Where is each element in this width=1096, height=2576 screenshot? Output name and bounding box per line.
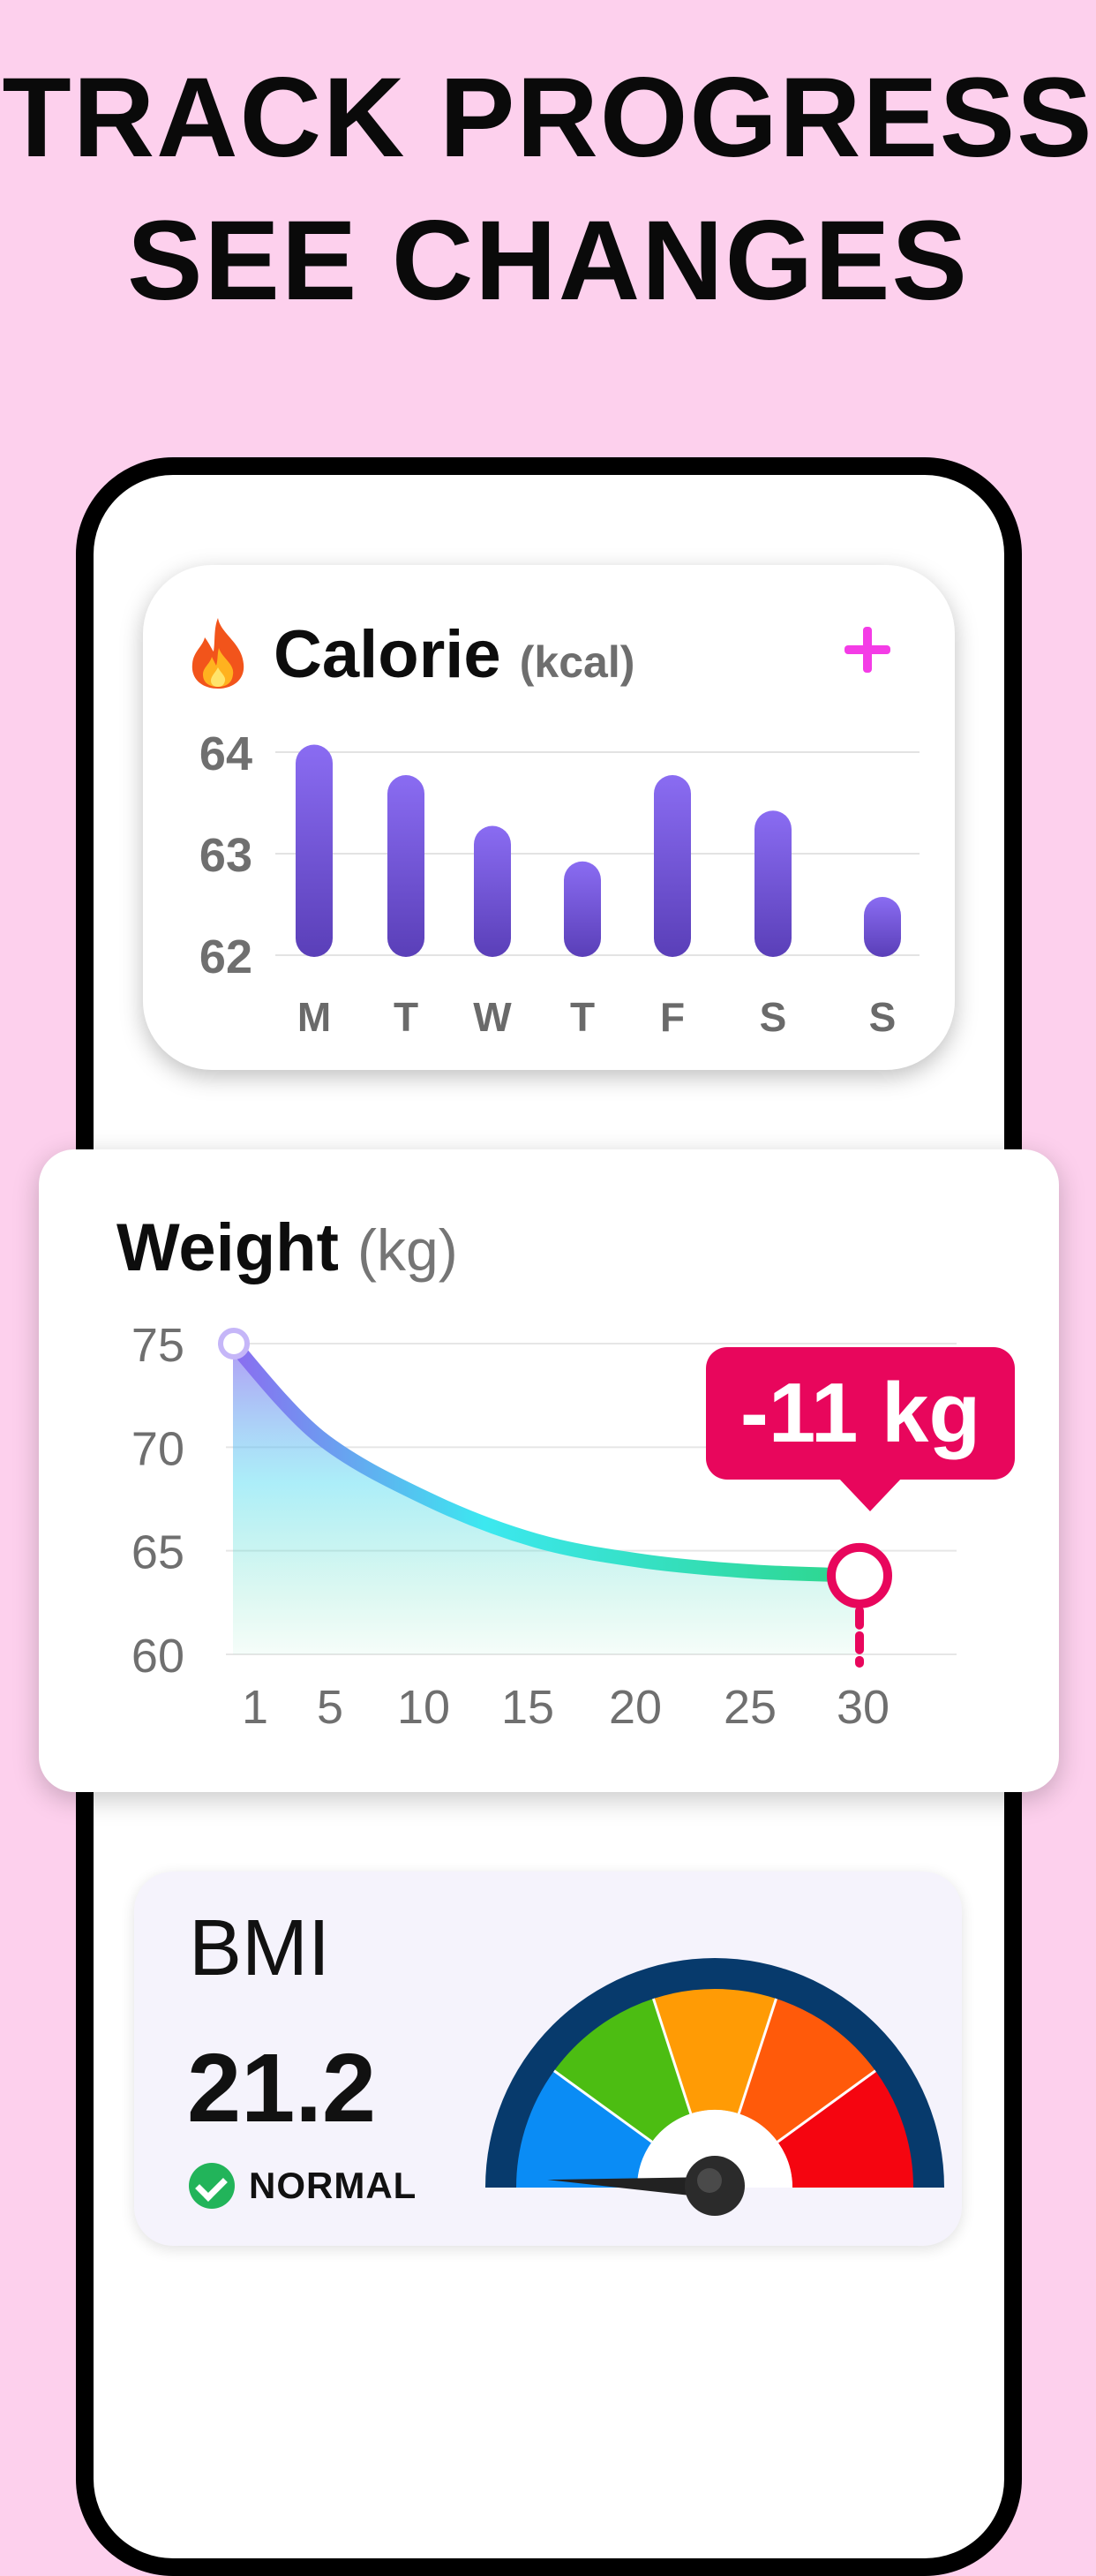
weight-x-tick: 1 <box>242 1681 268 1734</box>
weight-title-text: Weight <box>116 1210 339 1285</box>
weight-change-badge: -11 kg <box>706 1347 1015 1511</box>
weight-x-tick: 30 <box>837 1681 890 1734</box>
gauge-hub-area <box>637 2110 792 2188</box>
calorie-bar <box>654 775 691 957</box>
weight-start-marker <box>218 1328 250 1360</box>
bmi-value: 21.2 <box>187 2034 377 2143</box>
headline-line-2: SEE CHANGES <box>127 198 969 324</box>
weight-y-tick: 75 <box>131 1319 184 1372</box>
calorie-x-tick: S <box>869 994 897 1040</box>
bmi-gauge <box>485 1958 944 2216</box>
weight-area <box>233 1344 860 1654</box>
calorie-title-text: Calorie <box>274 617 501 692</box>
gauge-separator <box>737 1998 777 2114</box>
weight-end-marker <box>827 1542 892 1608</box>
weight-x-tick: 10 <box>397 1681 450 1734</box>
calorie-unit: (kcal) <box>519 637 635 687</box>
fire-icon <box>191 618 244 689</box>
bmi-status-text: NORMAL <box>249 2165 417 2206</box>
calorie-title: Calorie (kcal) <box>274 616 634 693</box>
bmi-card[interactable]: BMI 21.2 NORMAL <box>134 1872 962 2246</box>
gauge-needle-hub-highlight <box>697 2168 722 2193</box>
gauge-separator <box>652 1998 693 2114</box>
calorie-bar <box>564 861 601 957</box>
calorie-x-tick: M <box>297 994 331 1040</box>
gauge-segment <box>653 1989 777 2114</box>
weight-title: Weight (kg) <box>116 1209 458 1286</box>
calorie-bar <box>474 825 511 957</box>
calorie-bar <box>296 744 333 957</box>
calorie-y-tick: 62 <box>199 930 252 983</box>
calorie-x-tick: W <box>473 994 512 1040</box>
gauge-segment <box>553 1999 691 2143</box>
weight-area-chart: 75 70 65 60 1 5 10 15 20 25 30 <box>131 1319 957 1734</box>
weight-card[interactable]: Weight (kg) 75 70 65 60 1 5 10 15 20 25 30 -11 kg <box>39 1149 1059 1792</box>
gauge-segment <box>739 1999 876 2143</box>
weight-x-tick: 15 <box>501 1681 554 1734</box>
gauge-segment <box>516 2070 652 2188</box>
bmi-status: NORMAL <box>189 2161 417 2211</box>
calorie-bar <box>754 810 792 957</box>
headline-line-1: TRACK PROGRESS <box>2 55 1094 181</box>
calorie-x-tick: T <box>394 994 418 1040</box>
gauge-segment <box>777 2070 913 2188</box>
calorie-y-tick: 63 <box>199 829 252 882</box>
weight-x-tick: 5 <box>317 1681 343 1734</box>
weight-unit: (kg) <box>357 1217 458 1283</box>
calorie-bar-chart: 64 63 62 M T W T F S S <box>199 727 920 1040</box>
plus-icon[interactable] <box>840 623 893 676</box>
weight-y-tick: 60 <box>131 1630 184 1683</box>
calorie-x-tick: S <box>760 994 787 1040</box>
calorie-x-tick: F <box>660 994 685 1040</box>
calorie-x-tick: T <box>570 994 595 1040</box>
gauge-separator <box>777 2069 876 2143</box>
gauge-needle <box>547 2177 716 2198</box>
weight-line <box>226 1337 867 1583</box>
weight-y-tick: 65 <box>131 1526 184 1579</box>
weight-x-tick: 20 <box>609 1681 662 1734</box>
calorie-bar <box>387 775 424 957</box>
check-badge-icon <box>189 2163 235 2209</box>
calorie-card[interactable]: Calorie (kcal) 64 63 62 M T W T F S S <box>143 565 955 1070</box>
calorie-bar <box>864 897 901 957</box>
weight-x-tick: 25 <box>724 1681 777 1734</box>
gauge-separator <box>553 2069 653 2143</box>
weight-y-tick: 70 <box>131 1422 184 1475</box>
bmi-title: BMI <box>189 1904 331 1992</box>
calorie-y-tick: 64 <box>199 727 252 780</box>
gauge-outer-band <box>485 1958 944 2188</box>
